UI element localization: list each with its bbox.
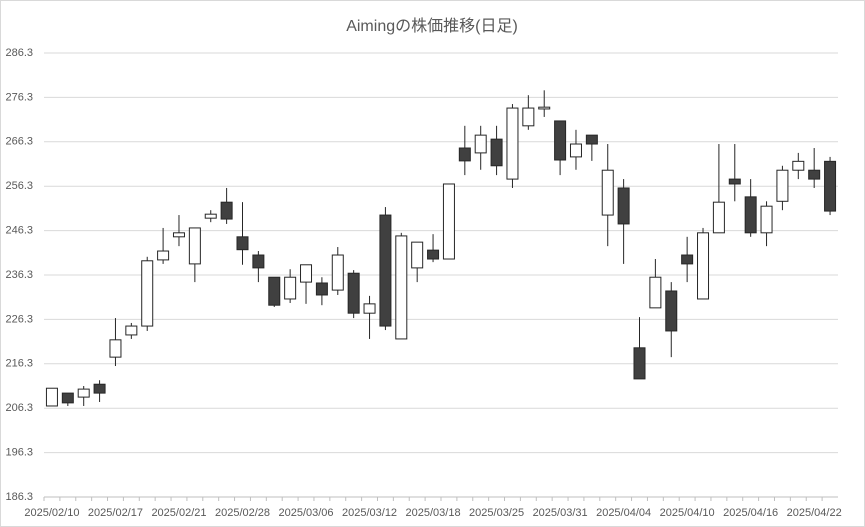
candle-body (61, 392, 74, 404)
x-tick-label: 2025/02/28 (215, 507, 270, 519)
candle-body (379, 214, 392, 327)
y-tick-label: 206.3 (5, 402, 33, 414)
candle-body (331, 254, 344, 291)
x-tick-label: 2025/04/22 (787, 507, 842, 519)
candle-body (188, 227, 201, 265)
candle-body (760, 205, 773, 234)
candle-body (744, 196, 757, 234)
x-tick-label: 2025/03/25 (469, 507, 524, 519)
candle-body (141, 260, 154, 327)
candle-body (506, 107, 519, 180)
y-tick-label: 226.3 (5, 313, 33, 325)
y-tick-label: 236.3 (5, 269, 33, 281)
x-tick-label: 2025/02/17 (88, 507, 143, 519)
y-tick-label: 266.3 (5, 136, 33, 148)
candle-body (458, 147, 471, 162)
candle-body (315, 282, 328, 296)
candle-body (236, 236, 249, 251)
candle-body (792, 160, 805, 171)
candle-body (538, 106, 551, 110)
y-tick-label: 196.3 (5, 447, 33, 459)
y-tick-label: 186.3 (5, 491, 33, 503)
candle-body (347, 272, 360, 314)
x-tick-label: 2025/04/16 (723, 507, 778, 519)
chart-title: Aimingの株価推移(日足) (346, 17, 518, 35)
candle-body (554, 120, 567, 161)
candle-body (681, 254, 694, 265)
candle-body (109, 339, 122, 358)
x-tick-label: 2025/03/12 (342, 507, 397, 519)
candle-body (411, 241, 424, 269)
candle-body (157, 250, 170, 261)
x-tick-label: 2025/03/18 (406, 507, 461, 519)
candle-body (808, 169, 821, 180)
candle-body (490, 138, 503, 167)
candle-body (585, 134, 598, 145)
x-tick-label: 2025/04/10 (660, 507, 715, 519)
candle-body (569, 143, 582, 158)
candle-body (300, 264, 313, 283)
candle-body (252, 254, 265, 269)
y-tick-label: 256.3 (5, 180, 33, 192)
candle-body (363, 303, 376, 314)
candle-body (93, 383, 106, 394)
candle-body (617, 187, 630, 225)
candle-body (45, 387, 58, 407)
y-tick-label: 216.3 (5, 358, 33, 370)
candle-body (776, 169, 789, 202)
candle-body (474, 134, 487, 154)
candle-body (649, 276, 662, 309)
candle-body (395, 235, 408, 340)
candle-body (824, 160, 837, 212)
candle-body (665, 290, 678, 332)
y-tick-label: 246.3 (5, 225, 33, 237)
candle-body (77, 388, 90, 398)
candle-body (601, 169, 614, 216)
candle-body (712, 201, 725, 234)
x-tick-label: 2025/02/21 (151, 507, 206, 519)
x-tick-label: 2025/03/06 (278, 507, 333, 519)
candle-body (522, 107, 535, 127)
candle-body (220, 201, 233, 220)
candle-body (427, 249, 440, 260)
candle-body (728, 178, 741, 185)
candle-body (284, 276, 297, 300)
candle-body (268, 276, 281, 306)
candle-body (633, 347, 646, 380)
candle-body (442, 183, 455, 260)
candle-body (172, 232, 185, 238)
candle-body (125, 325, 138, 336)
x-tick-label: 2025/03/31 (533, 507, 588, 519)
candle-body (204, 213, 217, 219)
y-tick-label: 276.3 (5, 91, 33, 103)
x-tick-label: 2025/02/10 (24, 507, 79, 519)
x-tick-label: 2025/04/04 (596, 507, 651, 519)
candle-body (697, 232, 710, 300)
y-tick-label: 286.3 (5, 47, 33, 59)
